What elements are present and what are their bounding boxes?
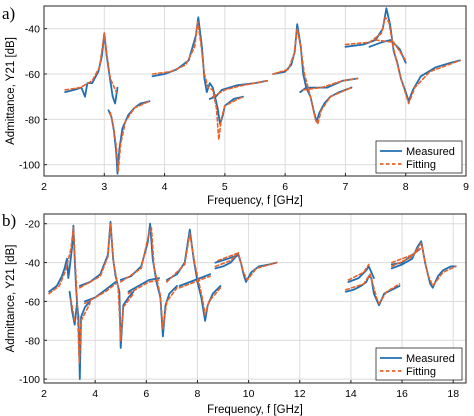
chart-0-ytick-label-3: -100 [19,160,40,172]
chart-0-fitting-line-5 [302,77,359,91]
chart-1-panel-label: b) [2,211,16,230]
chart-1-ytick-label-3: -80 [25,335,40,347]
chart-0-legend-box [375,140,463,174]
chart-0-ytick-label-1: -60 [25,69,40,81]
chart-1-fitting-line-4 [119,226,178,330]
chart-1-xtick-label-7: 16 [396,388,408,400]
chart-1-measured-line-7 [178,273,212,287]
chart-0-measured-line-3 [208,79,268,100]
chart-0-xtick-label-5: 7 [343,181,349,193]
chart-1-fitting-line-1 [70,298,76,322]
chart-1-measured-line-12 [390,240,457,289]
chart-1-measured-line-6 [165,228,222,322]
chart-1-x-axis-title: Frequency, f [GHz] [207,404,303,416]
chart-0-legend-label-measured: Measured [406,146,455,158]
chart-1-fitting-line-7 [178,275,211,289]
chart-0-fitting-line-3 [212,80,268,98]
chart-0-fitting-line-7 [374,39,407,62]
chart-0-fitting-line-4 [272,27,353,125]
chart-0-x-axis-title: Frequency, f [GHz] [207,195,303,207]
chart-0-xtick-label-1: 3 [101,181,107,193]
chart-1-xtick-label-5: 12 [294,388,306,400]
chart-0-fitting-line-2 [151,21,244,141]
chart-1-fitting-line-2 [79,222,135,342]
chart-panel-a: 2 3 4 5 6 7 8 9 -40 -60 -80 -100 a) Frequency, f [GHz… [2,4,469,207]
chart-1-fitting-line-11 [347,263,370,281]
chart-1-fitting-line-0 [48,226,91,365]
chart-1-fitting-line-5 [127,279,160,295]
chart-1-ytick-label-0: -20 [25,219,40,231]
chart-1-measured-line-2 [78,220,135,349]
chart-1-ytick-label-1: -40 [25,258,40,270]
chart-1-fitting-line-3 [84,283,117,305]
chart-0-ytick-label-2: -80 [25,114,40,126]
chart-0-panel-label: a) [2,4,15,23]
chart-0-measured-line-2 [151,16,244,125]
chart-1-fitting-line-13 [391,248,421,264]
chart-1-ytick-label-4: -100 [19,374,40,386]
chart-1-xtick-label-1: 4 [92,388,98,400]
chart-1-y-axis-title: Admittance, Y21 [dB] [5,245,17,353]
chart-1-xtick-label-8: 18 [447,388,459,400]
chart-1-fitting-line-9 [217,252,240,262]
chart-0-ytick-label-0: -40 [25,24,40,36]
chart-1-xtick-label-6: 14 [345,388,357,400]
chart-0-legend-label-fitting: Fitting [406,159,436,171]
chart-1-legend-label-measured: Measured [406,353,455,365]
chart-panel-b: 2 4 6 8 10 12 14 16 18 -20 -40 -60 -80 -100 b) Frequenc… [2,211,467,416]
chart-1-xtick-label-3: 8 [195,388,201,400]
chart-0-fitting-line-0 [64,32,118,93]
chart-0-xtick-label-7: 9 [463,181,469,193]
chart-1-measured-line-1 [68,290,79,326]
chart-0-fitting-line-1 [109,100,151,173]
chart-1-fitting-line-8 [214,252,278,281]
chart-1-measured-line-9 [214,253,240,264]
chart-1-legend-label-fitting: Fitting [406,366,436,378]
chart-1-plot-frame [43,213,467,384]
chart-1-measured-line-11 [347,265,375,283]
chart-1-measured-line-3 [84,281,117,303]
chart-1-measured-line-5 [127,277,160,293]
chart-0-xtick-label-4: 6 [282,181,288,193]
chart-1-measured-line-0 [48,224,91,380]
chart-1-legend-box [375,347,463,381]
chart-1-ytick-label-2: -60 [25,296,40,308]
chart-0-xtick-label-6: 8 [403,181,409,193]
chart-1-xtick-label-2: 6 [143,388,149,400]
chart-1-xtick-label-0: 2 [41,388,47,400]
chart-1-fitting-line-10 [345,273,401,305]
chart-0-xtick-label-3: 5 [222,181,228,193]
chart-0-plot-frame [43,5,467,177]
chart-1-fitting-line-6 [166,232,222,316]
chart-0-y-axis-title: Admittance, Y21 [dB] [5,37,17,145]
chart-1-xtick-label-4: 10 [243,388,255,400]
chart-0-fitting-line-6 [344,16,461,105]
chart-0-xtick-label-2: 4 [162,181,168,193]
chart-0-xtick-label-0: 2 [41,181,47,193]
